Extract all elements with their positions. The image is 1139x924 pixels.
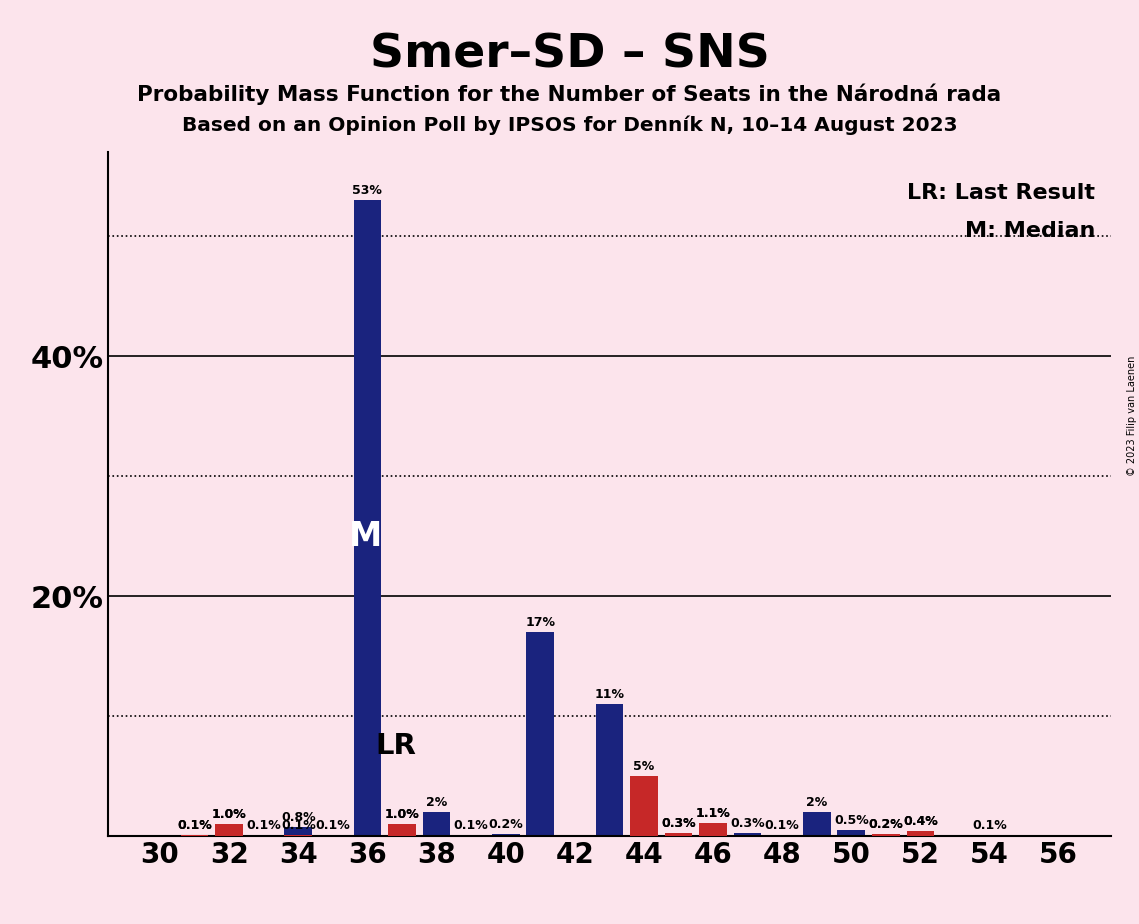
Bar	[457, 835, 485, 836]
Bar	[249, 835, 278, 836]
Bar	[699, 823, 727, 836]
Bar	[699, 823, 727, 836]
Bar	[388, 824, 416, 836]
Text: 0.3%: 0.3%	[661, 817, 696, 830]
Text: 2%: 2%	[426, 796, 448, 809]
Bar	[665, 833, 693, 836]
Text: 1.0%: 1.0%	[212, 808, 246, 821]
Text: 17%: 17%	[525, 616, 555, 629]
Text: 0.3%: 0.3%	[730, 817, 765, 830]
Text: 0.1%: 0.1%	[764, 819, 800, 832]
Text: 0.4%: 0.4%	[903, 815, 937, 829]
Text: Based on an Opinion Poll by IPSOS for Denník N, 10–14 August 2023: Based on an Opinion Poll by IPSOS for De…	[182, 116, 957, 135]
Bar	[837, 831, 866, 836]
Bar	[388, 824, 416, 836]
Bar	[872, 833, 900, 836]
Bar	[181, 835, 208, 836]
Bar	[423, 812, 450, 836]
Text: 0.2%: 0.2%	[489, 818, 523, 831]
Text: Smer–SD – SNS: Smer–SD – SNS	[369, 32, 770, 78]
Bar	[285, 827, 312, 836]
Text: 1.0%: 1.0%	[385, 808, 419, 821]
Text: 0.1%: 0.1%	[178, 819, 212, 832]
Bar	[872, 833, 900, 836]
Text: 0.8%: 0.8%	[281, 810, 316, 823]
Bar	[976, 835, 1003, 836]
Text: LR: LR	[376, 732, 417, 760]
Text: 0.1%: 0.1%	[973, 819, 1007, 832]
Text: 0.1%: 0.1%	[246, 819, 281, 832]
Text: 0.1%: 0.1%	[281, 819, 316, 832]
Bar	[319, 835, 346, 836]
Bar	[907, 832, 934, 836]
Bar	[596, 704, 623, 836]
Text: 53%: 53%	[352, 185, 383, 198]
Text: 0.1%: 0.1%	[316, 819, 350, 832]
Bar	[215, 824, 243, 836]
Text: © 2023 Filip van Laenen: © 2023 Filip van Laenen	[1126, 356, 1137, 476]
Text: M: M	[349, 520, 382, 553]
Bar	[665, 833, 693, 836]
Text: 0.5%: 0.5%	[834, 814, 869, 827]
Bar	[215, 824, 243, 836]
Bar	[285, 835, 312, 836]
Bar	[181, 835, 208, 836]
Text: LR: Last Result: LR: Last Result	[908, 183, 1096, 203]
Bar	[492, 833, 519, 836]
Bar	[907, 832, 934, 836]
Text: 11%: 11%	[595, 688, 624, 701]
Text: 5%: 5%	[633, 760, 655, 773]
Text: 0.3%: 0.3%	[661, 817, 696, 830]
Text: 0.2%: 0.2%	[869, 818, 903, 831]
Bar	[734, 833, 762, 836]
Text: 1.0%: 1.0%	[385, 808, 419, 821]
Text: M: Median: M: Median	[965, 221, 1096, 241]
Text: 1.1%: 1.1%	[696, 807, 730, 820]
Text: Probability Mass Function for the Number of Seats in the Národná rada: Probability Mass Function for the Number…	[138, 83, 1001, 104]
Bar	[526, 632, 554, 836]
Text: 2%: 2%	[806, 796, 827, 809]
Bar	[353, 201, 382, 836]
Text: 0.1%: 0.1%	[178, 819, 212, 832]
Text: 0.2%: 0.2%	[869, 818, 903, 831]
Text: 0.1%: 0.1%	[453, 819, 489, 832]
Bar	[630, 776, 657, 836]
Text: 1.0%: 1.0%	[212, 808, 246, 821]
Text: 0.4%: 0.4%	[903, 815, 937, 829]
Bar	[769, 835, 796, 836]
Text: 1.1%: 1.1%	[696, 807, 730, 820]
Bar	[803, 812, 830, 836]
